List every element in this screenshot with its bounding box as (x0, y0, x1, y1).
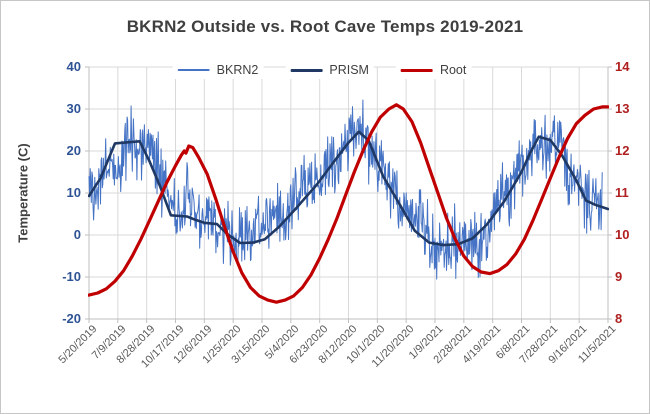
left-axis-tick-30: 30 (66, 101, 81, 116)
prism-line-swatch-icon (290, 68, 323, 72)
legend-item-bkrn2: BKRN2 (172, 61, 264, 79)
legend: BKRN2 PRISM Root (172, 61, 472, 79)
legend-item-prism: PRISM (285, 61, 374, 79)
right-axis-tick-13: 13 (615, 101, 630, 116)
right-axis-tick-11: 11 (615, 185, 629, 200)
legend-item-root: Root (395, 61, 472, 79)
left-axis-tick--10: -10 (62, 269, 81, 284)
right-axis-tick-12: 12 (615, 143, 630, 158)
chart-title: BKRN2 Outside vs. Root Cave Temps 2019-2… (126, 17, 524, 36)
legend-label-prism: PRISM (329, 63, 369, 77)
legend-label-root: Root (439, 63, 467, 77)
left-axis-tick-10: 10 (66, 185, 81, 200)
series-line-prism (88, 130, 609, 247)
left-axis-tick-0: 0 (73, 227, 81, 242)
left-axis-tick-40: 40 (66, 59, 81, 74)
root-line-swatch-icon (400, 68, 433, 72)
series-line-bkrn2 (88, 99, 603, 280)
right-axis-tick-9: 9 (615, 269, 623, 284)
right-axis-tick-8: 8 (615, 311, 623, 326)
right-axis-tick-10: 10 (615, 227, 630, 242)
bkrn2-line-swatch-icon (177, 69, 210, 71)
right-axis-tick-14: 14 (615, 59, 630, 74)
left-axis-tick-20: 20 (66, 143, 81, 158)
series-line-root (88, 103, 609, 304)
left-axis-tick--20: -20 (62, 311, 81, 326)
legend-label-bkrn2: BKRN2 (216, 63, 259, 77)
